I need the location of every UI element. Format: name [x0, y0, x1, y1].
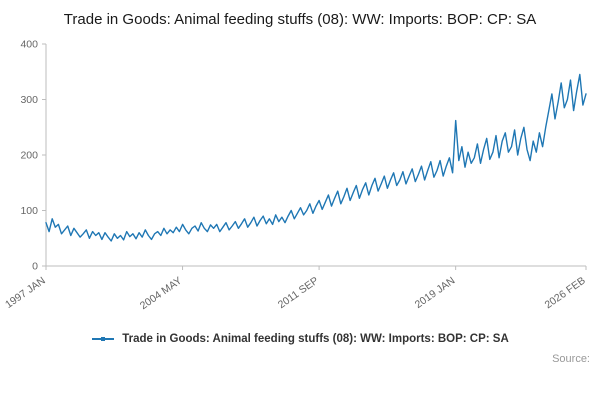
x-axis-tick-label: 1997 JAN	[3, 275, 48, 311]
source-label: Source:	[552, 353, 590, 366]
timeseries-line-chart: 0 100 200 300 400 1997 JAN 2004 MAY 2011 SEP 201…	[3, 39, 588, 313]
chart-area: 0 100 200 300 400 1997 JAN 2004 MAY 2011 SEP 201…	[0, 30, 600, 331]
y-axis-tick-label: 300	[20, 94, 38, 106]
y-axis-tick-label: 0	[32, 261, 38, 273]
y-axis-tick-label: 400	[20, 39, 38, 51]
y-axis-tick-label: 100	[20, 205, 38, 217]
x-axis-tick-label: 2019 JAN	[413, 275, 458, 311]
chart-legend[interactable]: Trade in Goods: Animal feeding stuffs (0…	[0, 333, 600, 345]
chart-title: Trade in Goods: Animal feeding stuffs (0…	[63, 11, 537, 28]
x-axis-tick-label: 2011 SEP	[276, 275, 321, 312]
legend-series-label: Trade in Goods: Animal feeding stuffs (0…	[122, 333, 509, 346]
x-axis-tick-label: 2026 FEB	[543, 275, 588, 312]
data-series-line	[45, 74, 587, 242]
source-row: Source:	[0, 349, 600, 367]
y-axis-tick-label: 200	[20, 150, 38, 162]
x-axis-tick-label: 2004 MAY	[138, 275, 184, 313]
legend-line-marker-icon	[92, 337, 115, 342]
